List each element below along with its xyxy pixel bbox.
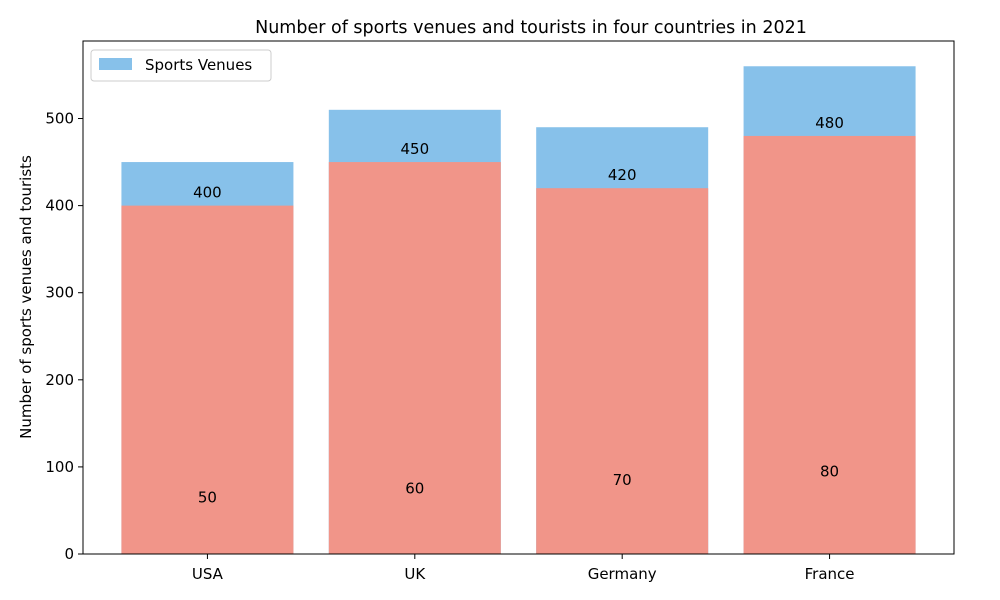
legend-swatch-sports-venues [99,58,132,70]
y-tick-label: 300 [45,284,74,302]
data-label-bottom-usa: 50 [198,488,217,506]
x-axis: USA UK Germany France [192,554,855,583]
plot-frame [82,40,955,555]
data-label-top-germany: 420 [608,166,637,184]
data-label-top-uk: 450 [400,140,429,158]
y-tick-label: 100 [45,458,74,476]
data-label-top-usa: 400 [193,184,222,202]
chart-title: Number of sports venues and tourists in … [255,18,807,38]
y-tick-label: 400 [45,197,74,215]
data-label-top-france: 480 [815,114,844,132]
data-label-bottom-germany: 70 [613,471,632,489]
y-axis-title: Number of sports venues and tourists [17,155,35,439]
bar-front-germany [536,188,709,554]
legend-box [90,49,272,82]
y-tick-label: 200 [45,371,74,389]
y-tick-label: 500 [45,110,74,128]
legend-label-sports-venues: Sports Venues [145,56,252,74]
bar-front-france [743,135,916,554]
y-tick-label: 0 [64,545,74,563]
tourists-bars [121,135,916,554]
x-tick-label-uk: UK [404,565,426,583]
x-tick-label-france: France [805,565,855,583]
data-label-bottom-uk: 60 [405,480,424,498]
data-labels: 400 450 420 480 50 60 70 80 [193,114,844,507]
bar-front-usa [121,205,294,554]
x-tick-label-germany: Germany [588,565,657,583]
y-axis: 0 100 200 300 400 500 [45,110,83,563]
data-label-bottom-france: 80 [820,462,839,480]
x-tick-label-usa: USA [192,565,224,583]
bar-front-uk [328,162,501,554]
legend: Sports Venues [90,49,272,82]
